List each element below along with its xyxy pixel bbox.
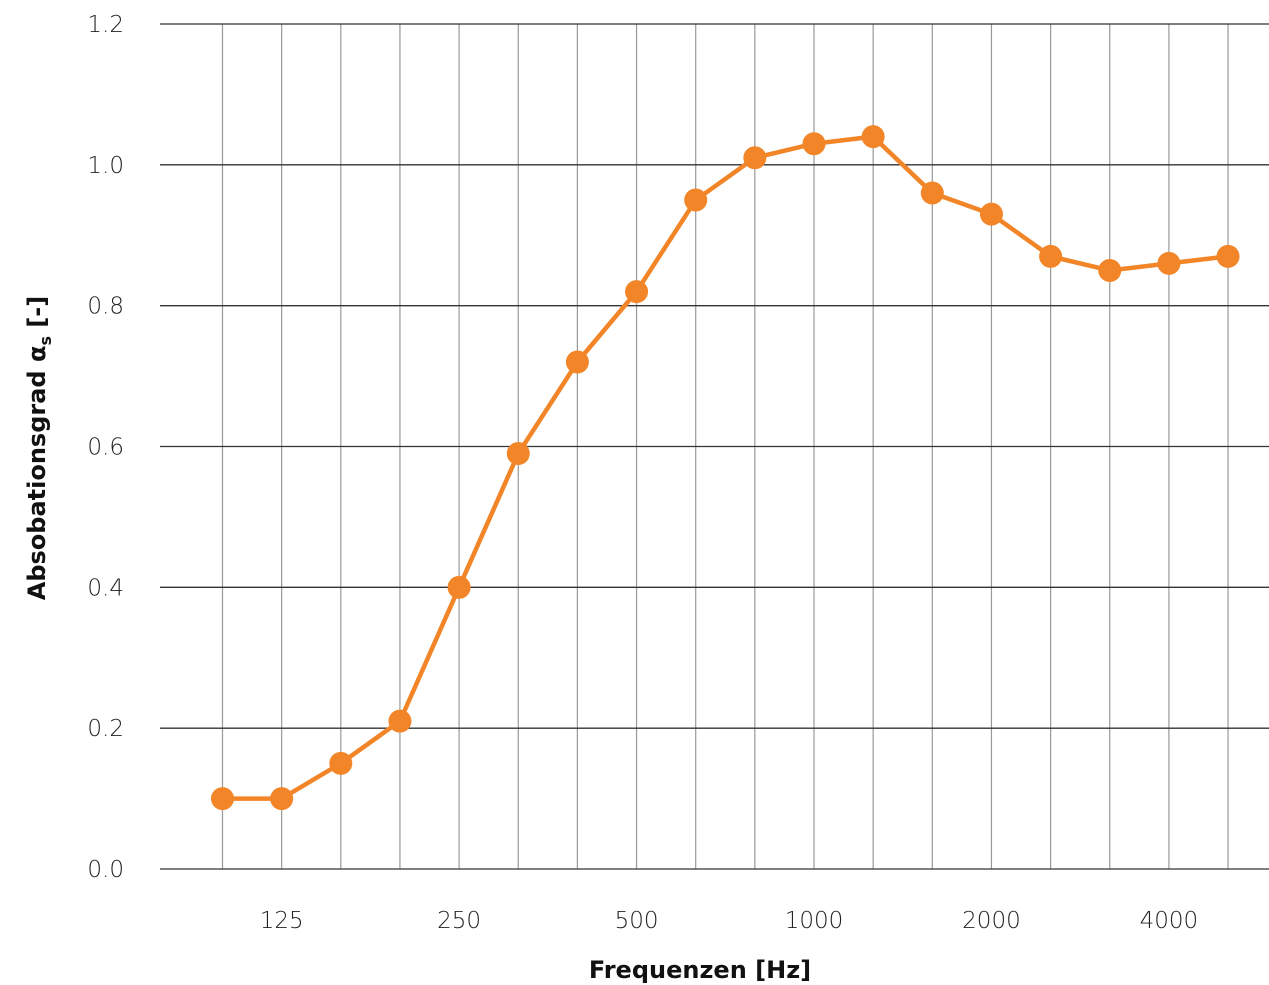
data-point (565, 350, 589, 374)
horizontal-grid (160, 23, 1269, 870)
y-axis-title-suffix: [-] (23, 296, 51, 336)
data-point (1098, 258, 1122, 282)
x-axis-title: Frequenzen [Hz] (589, 956, 811, 984)
y-tick-label: 1.2 (87, 12, 124, 38)
x-tick-label: 2000 (962, 908, 1021, 934)
data-point (1039, 244, 1063, 268)
x-tick-label: 4000 (1140, 908, 1199, 934)
y-axis-title-sub: s (36, 336, 55, 346)
y-tick-label: 0.0 (87, 857, 124, 883)
data-point (802, 132, 826, 156)
data-point (625, 280, 649, 304)
data-point (270, 787, 294, 811)
x-tick-label: 125 (260, 908, 304, 934)
y-axis-ticks: 0.0 0.2 0.4 0.6 0.8 1.0 1.2 (87, 12, 124, 883)
y-tick-label: 0.6 (87, 435, 124, 461)
data-point (979, 202, 1003, 226)
y-tick-label: 0.2 (87, 716, 124, 742)
x-tick-label: 250 (437, 908, 481, 934)
data-point (684, 188, 708, 212)
y-axis-title-main: Absobationsgrad α (23, 346, 51, 601)
x-axis-ticks: 125 250 500 1000 2000 4000 (260, 908, 1198, 934)
y-axis-title: Absobationsgrad αs [-] (23, 296, 55, 601)
data-point (506, 442, 530, 466)
data-point (1216, 244, 1240, 268)
data-point (211, 787, 234, 811)
x-tick-label: 500 (615, 908, 659, 934)
data-point (1157, 251, 1181, 275)
y-tick-label: 1.0 (87, 153, 124, 179)
y-tick-label: 0.8 (87, 294, 124, 320)
data-point (388, 709, 412, 733)
y-tick-label: 0.4 (87, 575, 124, 601)
data-point (920, 181, 944, 205)
data-point (743, 146, 767, 170)
data-point (861, 125, 885, 149)
x-tick-label: 1000 (785, 908, 844, 934)
data-point (329, 751, 353, 775)
data-point (447, 575, 471, 599)
series-group (211, 125, 1240, 811)
series-line (222, 134, 1229, 801)
